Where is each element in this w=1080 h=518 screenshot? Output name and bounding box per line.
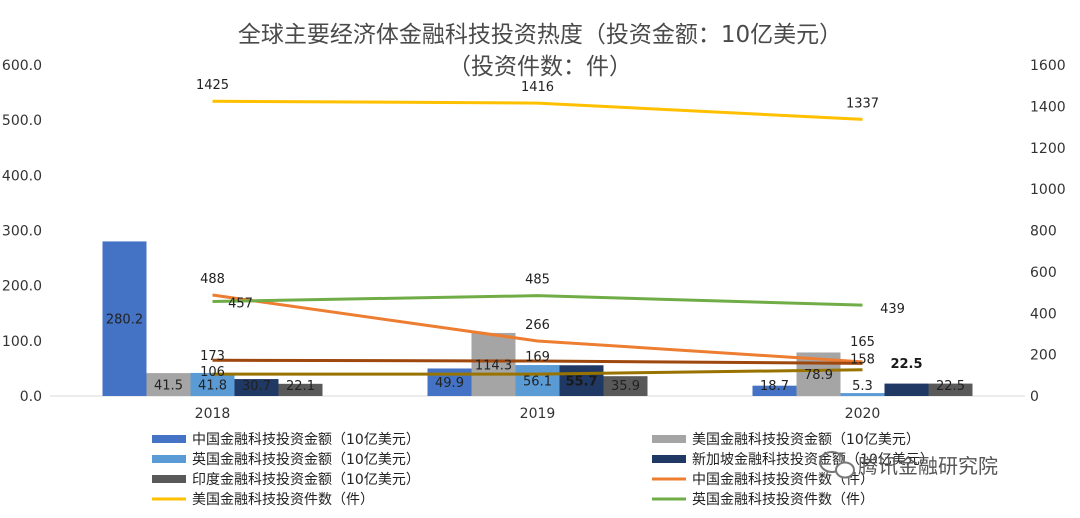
bar-data-label: 5.3	[852, 379, 873, 394]
bar	[515, 365, 560, 396]
bar-data-label: 55.7	[565, 375, 597, 390]
bar-data-label: 41.8	[198, 378, 227, 393]
bar-data-label: 35.9	[611, 379, 640, 394]
axes: 0.0 100.0 200.0 300.0 400.0 500.0 600.0 0 200 400…	[2, 58, 1066, 422]
legend-swatch	[152, 475, 186, 483]
y-left-tick-label: 300.0	[2, 224, 42, 240]
y-right-tick-label: 1000	[1030, 182, 1066, 198]
legend-swatch	[152, 435, 186, 443]
bar-data-label: 78.9	[804, 368, 833, 383]
bar	[928, 383, 973, 396]
line-data-label: 488	[200, 272, 225, 287]
bar-data-label: 18.7	[760, 379, 789, 394]
bar-data-label: 49.9	[435, 376, 464, 391]
y-right-tick-label: 1400	[1030, 99, 1066, 115]
bar	[884, 383, 929, 396]
legend-label: 印度金融科技投资金额（10亿美元）	[192, 472, 420, 488]
bar	[146, 373, 191, 396]
bar-series-group	[102, 241, 973, 396]
legend-label: 美国金融科技投资件数（件）	[192, 492, 374, 508]
line-data-label: 266	[525, 318, 550, 333]
series-line	[212, 293, 863, 364]
line-data-label: 173	[200, 349, 225, 364]
bar	[234, 379, 279, 396]
legend: 中国金融科技投资金额（10亿美元） 美国金融科技投资金额（10亿美元） 英国金融科技…	[152, 432, 934, 508]
line-data-label: 457	[228, 296, 253, 311]
y-left-tick-label: 100.0	[2, 334, 42, 350]
line-data-label: 1425	[196, 78, 229, 93]
bar-data-label: 56.1	[523, 375, 552, 390]
line-data-label: 439	[880, 302, 905, 317]
y-right-tick-label: 800	[1030, 224, 1057, 240]
watermark-text: 腾讯金融研究院	[858, 454, 998, 478]
x-tick-label: 2019	[520, 406, 556, 422]
series-line	[212, 368, 863, 376]
legend-swatch	[652, 455, 686, 463]
line-data-label: 165	[850, 335, 875, 350]
bar-data-label: 114.3	[475, 358, 512, 373]
legend-label: 美国金融科技投资金额（10亿美元）	[692, 432, 920, 448]
series-line	[212, 358, 863, 365]
legend-swatch	[652, 435, 686, 443]
line-data-label: 485	[525, 273, 550, 288]
bar	[559, 365, 604, 396]
legend-label: 中国金融科技投资件数（件）	[692, 472, 874, 488]
line-series-group	[212, 99, 863, 376]
bar	[603, 376, 648, 396]
legend-swatch	[152, 455, 186, 463]
y-left-tick-label: 0.0	[20, 389, 42, 405]
line-data-label: 1337	[846, 96, 879, 111]
legend-label: 中国金融科技投资金额（10亿美元）	[192, 432, 420, 448]
x-tick-label: 2018	[195, 406, 231, 422]
bar	[190, 372, 235, 396]
line-data-label: 169	[525, 350, 550, 365]
legend-label: 英国金融科技投资金额（10亿美元）	[192, 451, 420, 468]
data-labels-group: 280.2 49.9 18.7 41.5 114.3 78.9 41.8 56.1 5.3 30.…	[106, 78, 965, 394]
y-right-tick-label: 1200	[1030, 141, 1066, 157]
x-tick-label: 2020	[845, 406, 881, 422]
wechat-icon	[819, 451, 855, 479]
bar-data-label: 41.5	[154, 379, 183, 394]
y-left-tick-label: 500.0	[2, 113, 42, 129]
line-data-label: 158	[850, 352, 875, 367]
bar-data-label: 22.5	[936, 379, 965, 394]
y-right-tick-label: 600	[1030, 265, 1057, 281]
bar	[471, 332, 516, 396]
watermark: 腾讯金融研究院	[819, 451, 998, 479]
y-left-tick-label: 200.0	[2, 279, 42, 295]
line-data-label: 106	[200, 365, 225, 380]
legend-label: 英国金融科技投资件数（件）	[692, 491, 874, 508]
bar	[840, 393, 885, 396]
bar	[752, 385, 797, 396]
series-line	[212, 99, 863, 121]
y-right-tick-label: 400	[1030, 306, 1057, 322]
legend-label: 新加坡金融科技投资金额（10亿美元）	[692, 452, 934, 468]
bar-data-label: 22.5	[890, 357, 922, 372]
bar-data-label: 280.2	[106, 313, 143, 328]
series-line	[212, 294, 863, 307]
line-data-label: 1416	[521, 80, 554, 95]
y-right-tick-label: 1600	[1030, 58, 1066, 74]
y-right-tick-label: 0	[1030, 389, 1039, 405]
bar	[102, 241, 147, 396]
y-left-tick-label: 600.0	[2, 58, 42, 74]
y-right-tick-label: 200	[1030, 348, 1057, 364]
chart-title: 全球主要经济体金融科技投资热度（投资金额：10亿美元）	[238, 22, 842, 48]
chart-subtitle: （投资件数：件）	[448, 54, 632, 80]
bar-data-label: 30.7	[242, 379, 271, 394]
y-left-tick-label: 400.0	[2, 168, 42, 184]
bar-data-label: 22.1	[286, 379, 315, 394]
bar	[278, 383, 323, 396]
